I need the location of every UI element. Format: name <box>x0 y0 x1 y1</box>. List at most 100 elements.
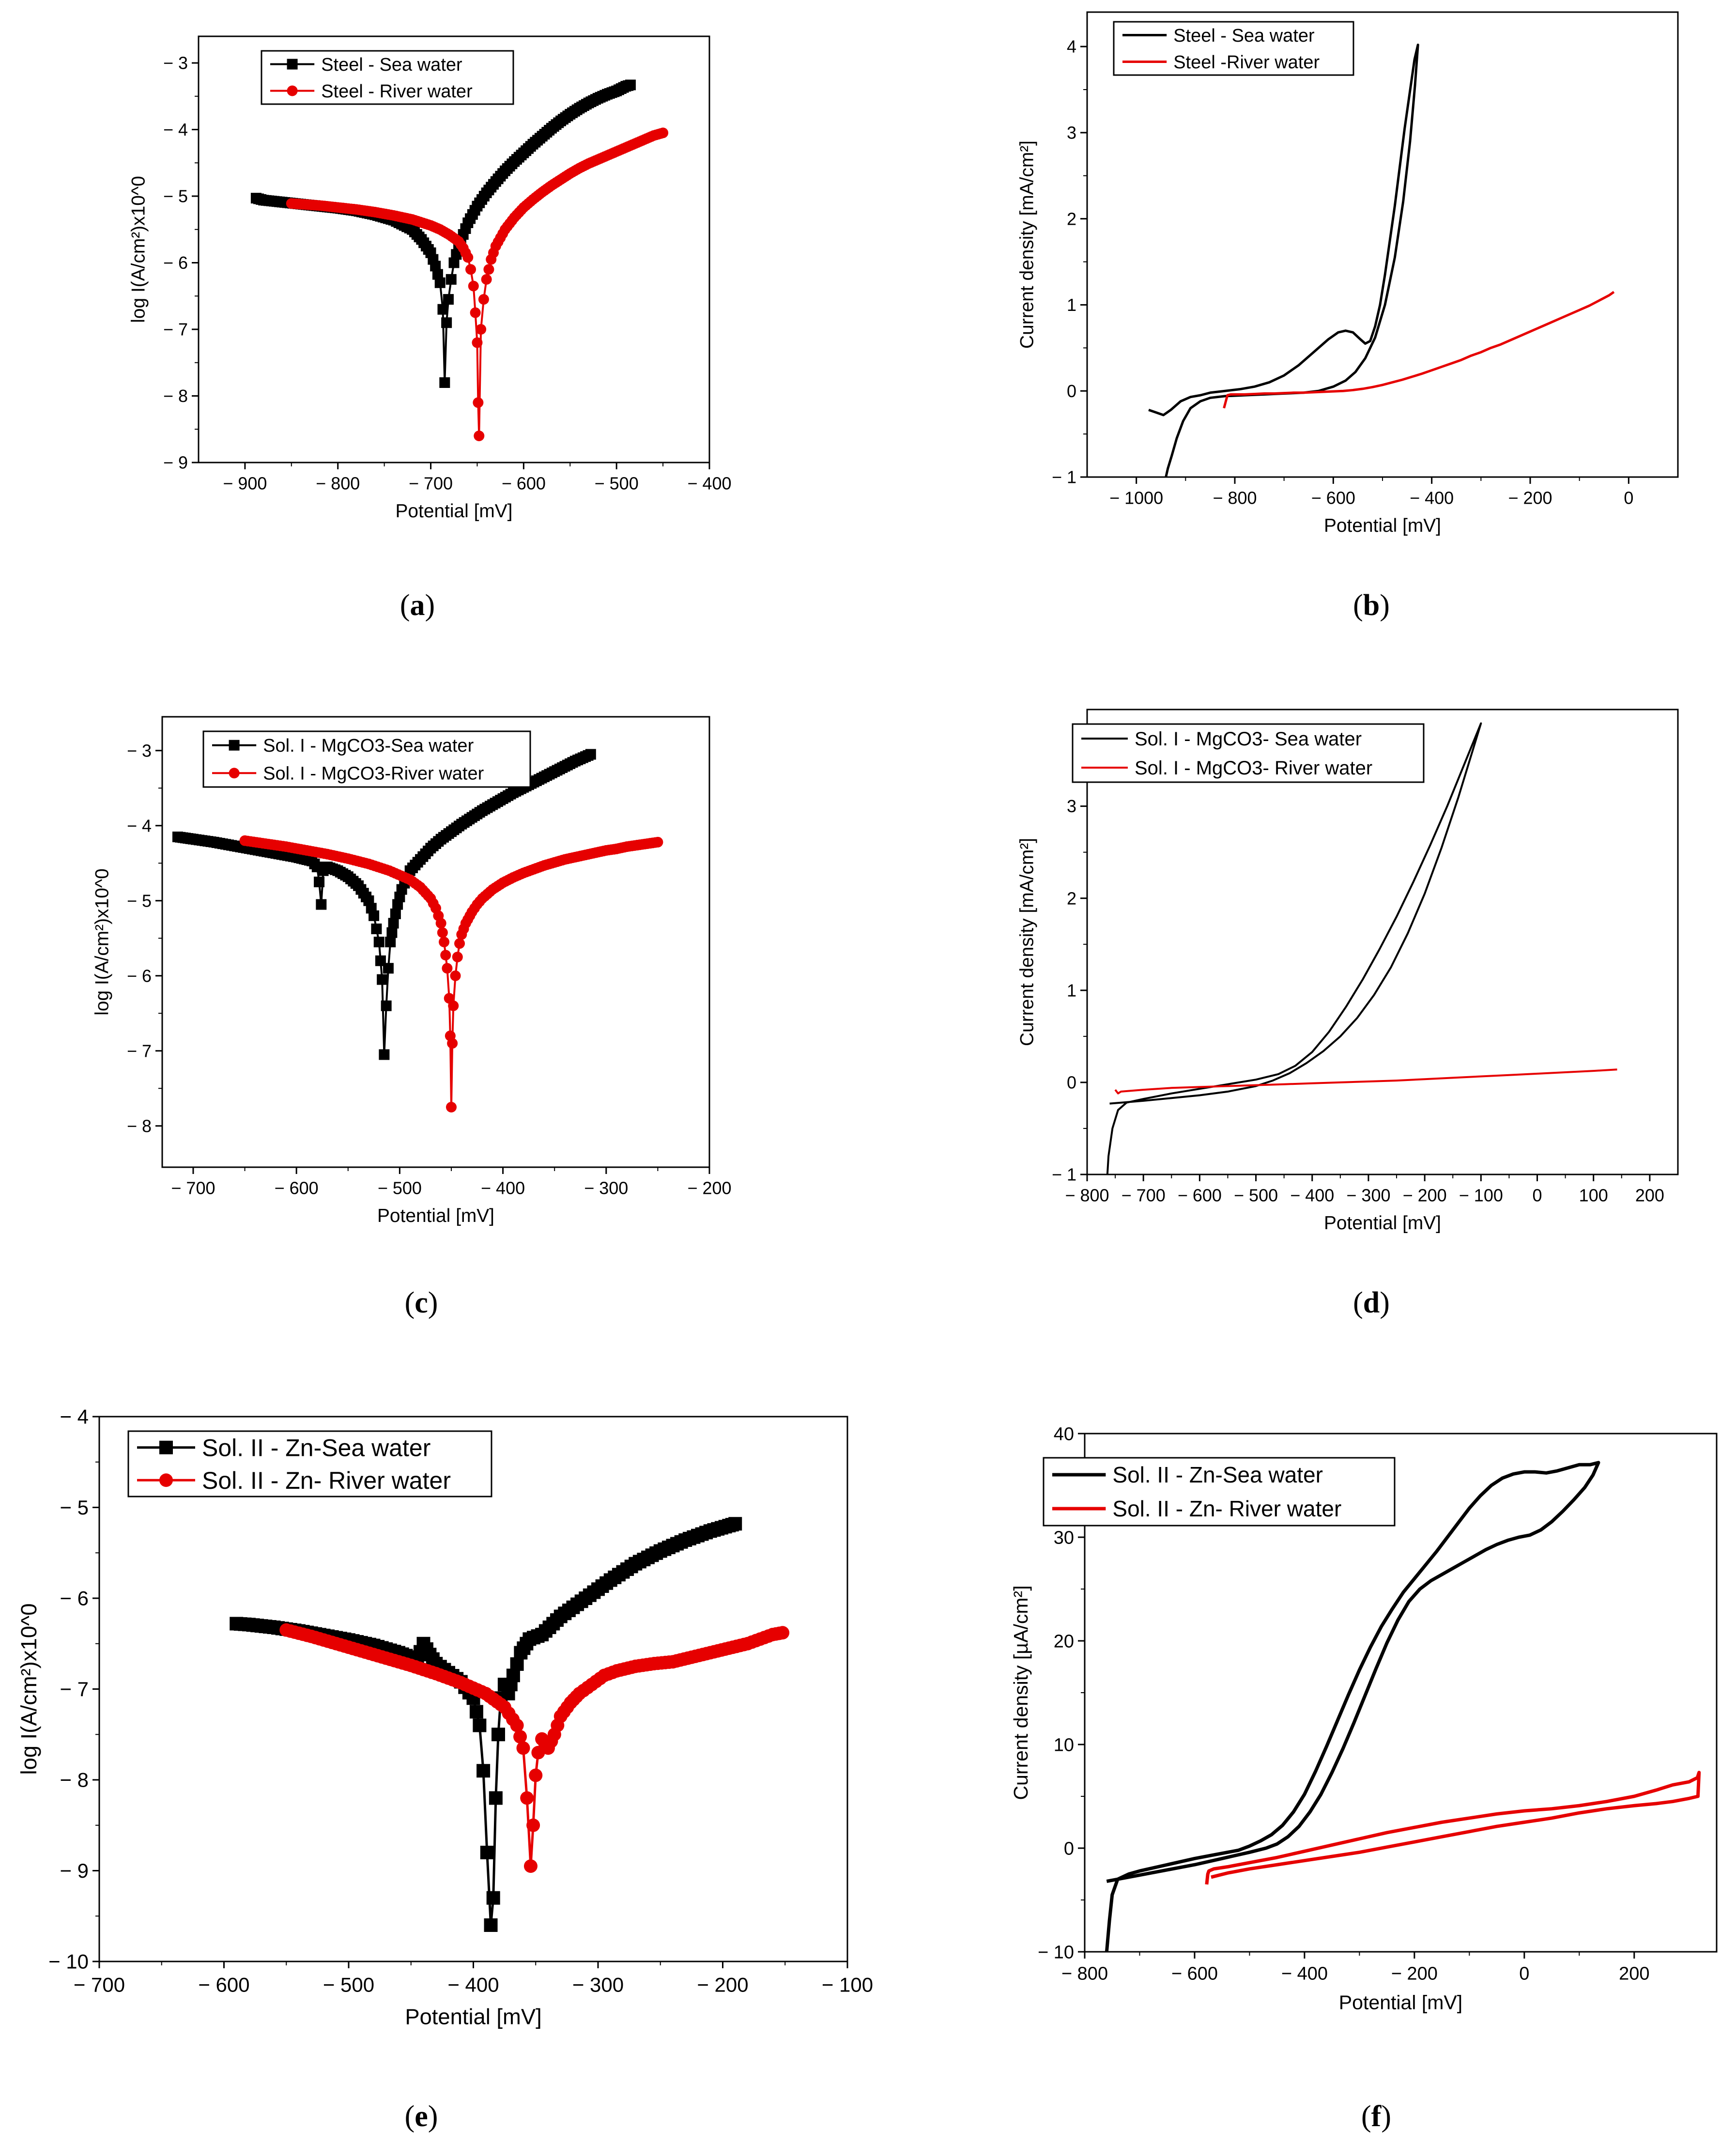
y-tick-label: 30 <box>1054 1528 1074 1548</box>
y-tick-label: 0 <box>1067 381 1076 401</box>
legend-label: Sol. II - Zn- River water <box>202 1467 451 1494</box>
data-point <box>383 963 394 974</box>
series-line <box>1105 1461 1600 1952</box>
data-point <box>379 1049 390 1060</box>
data-point <box>454 938 465 949</box>
data-point <box>440 950 451 961</box>
panel-caption: (f) <box>1361 2100 1391 2133</box>
data-point <box>373 937 384 947</box>
y-axis-label: Current density [mA/cm²] <box>1016 140 1037 349</box>
y-tick-label: − 7 <box>127 1041 152 1061</box>
x-axis-label: Potential [mV] <box>377 1205 494 1226</box>
x-tick-label: − 700 <box>74 1973 125 1996</box>
legend-marker <box>287 85 298 96</box>
data-point <box>516 1741 530 1755</box>
y-tick-label: − 6 <box>60 1587 89 1610</box>
series-river-water <box>286 127 669 441</box>
data-point <box>435 918 446 929</box>
x-tick-label: − 500 <box>323 1973 374 1996</box>
data-point <box>510 1657 524 1671</box>
y-tick-label: − 7 <box>60 1678 89 1700</box>
legend-marker <box>159 1440 173 1454</box>
x-tick-label: − 300 <box>572 1973 624 1996</box>
data-point <box>439 937 450 947</box>
y-tick-label: 0 <box>1064 1838 1074 1859</box>
data-point <box>377 974 388 985</box>
data-point <box>314 877 325 887</box>
data-point <box>476 324 487 335</box>
x-tick-label: 200 <box>1619 1964 1649 1984</box>
x-tick-label: − 1000 <box>1109 488 1163 508</box>
x-tick-label: − 600 <box>1311 488 1355 508</box>
legend-label: Steel - Sea water <box>1173 26 1315 46</box>
x-axis-label: Potential [mV] <box>405 2005 541 2029</box>
x-tick-label: − 400 <box>687 473 731 493</box>
data-point <box>478 294 489 305</box>
legend-marker <box>229 768 240 779</box>
series-line <box>1148 44 1419 478</box>
data-point <box>480 1846 494 1859</box>
series-river-water <box>1223 291 1615 409</box>
data-point <box>486 1891 500 1905</box>
y-axis-label: Current density [mA/cm²] <box>1016 838 1037 1046</box>
y-tick-label: − 8 <box>163 386 188 406</box>
data-point <box>385 937 396 947</box>
x-tick-label: − 700 <box>1121 1185 1166 1205</box>
y-tick-label: 1 <box>1067 980 1076 1000</box>
data-point <box>432 269 443 280</box>
x-tick-label: − 100 <box>822 1973 873 1996</box>
series-sea-water <box>1106 722 1482 1175</box>
y-tick-label: 20 <box>1054 1631 1074 1652</box>
x-tick-label: − 600 <box>1178 1185 1222 1205</box>
x-tick-label: − 400 <box>1410 488 1454 508</box>
data-point <box>446 1102 457 1112</box>
legend-label: Sol. II - Zn-Sea water <box>202 1434 430 1461</box>
plot-frame <box>198 35 710 463</box>
series-sea-water <box>250 79 636 388</box>
y-tick-label: − 8 <box>127 1116 152 1136</box>
data-point <box>652 836 663 848</box>
legend: Sol. II - Zn-Sea water Sol. II - Zn- Rive… <box>127 1430 492 1498</box>
x-tick-label: 0 <box>1624 488 1633 508</box>
y-tick-label: − 5 <box>163 186 188 206</box>
x-tick-label: − 500 <box>1234 1185 1278 1205</box>
x-tick-label: − 400 <box>1281 1964 1328 1984</box>
data-point <box>484 1918 498 1932</box>
x-tick-label: − 900 <box>223 473 267 493</box>
chart-c: − 700 − 600 − 500 − 400 − 300 − 200 − 8 − 7 − 6 −… <box>92 716 732 1319</box>
data-point <box>434 277 446 288</box>
x-tick-label: − 600 <box>198 1973 249 1996</box>
y-tick-label: − 1 <box>1052 1165 1076 1185</box>
data-point <box>462 252 474 263</box>
x-tick-label: − 600 <box>1171 1964 1218 1984</box>
data-point <box>520 1791 534 1805</box>
chart-e: − 700 − 600 − 500 − 400 − 300 − 200 − 100 − 10 −… <box>16 1405 873 2133</box>
y-tick-label: − 4 <box>163 120 188 139</box>
data-point <box>474 431 485 441</box>
legend: Steel - Sea water Steel - River water <box>261 50 514 105</box>
data-point <box>451 249 462 260</box>
y-tick-label: − 7 <box>163 320 188 340</box>
x-tick-label: − 300 <box>1346 1185 1390 1205</box>
data-point <box>437 304 448 315</box>
x-tick-label: − 700 <box>409 473 453 493</box>
x-tick-label: 200 <box>1635 1185 1664 1205</box>
x-tick-label: − 200 <box>1403 1185 1447 1205</box>
data-point <box>465 264 476 275</box>
data-point <box>489 1791 503 1805</box>
y-tick-label: 3 <box>1067 123 1076 142</box>
x-tick-label: − 500 <box>595 473 639 493</box>
x-tick-label: 100 <box>1579 1185 1608 1205</box>
data-point <box>369 910 380 921</box>
panel-caption: (a) <box>400 589 435 622</box>
series-sea-water <box>1148 44 1419 478</box>
y-tick-label: − 3 <box>127 741 152 760</box>
y-tick-label: − 6 <box>127 966 152 986</box>
x-tick-label: − 800 <box>1061 1964 1108 1984</box>
y-axis-label: Current density [µA/cm²] <box>1010 1585 1032 1800</box>
y-tick-label: − 10 <box>1038 1942 1074 1962</box>
legend-label: Sol. I - MgCO3-Sea water <box>263 736 474 756</box>
y-tick-label: − 3 <box>163 53 188 73</box>
y-tick-label: − 4 <box>60 1405 89 1428</box>
y-tick-label: − 5 <box>127 891 152 911</box>
